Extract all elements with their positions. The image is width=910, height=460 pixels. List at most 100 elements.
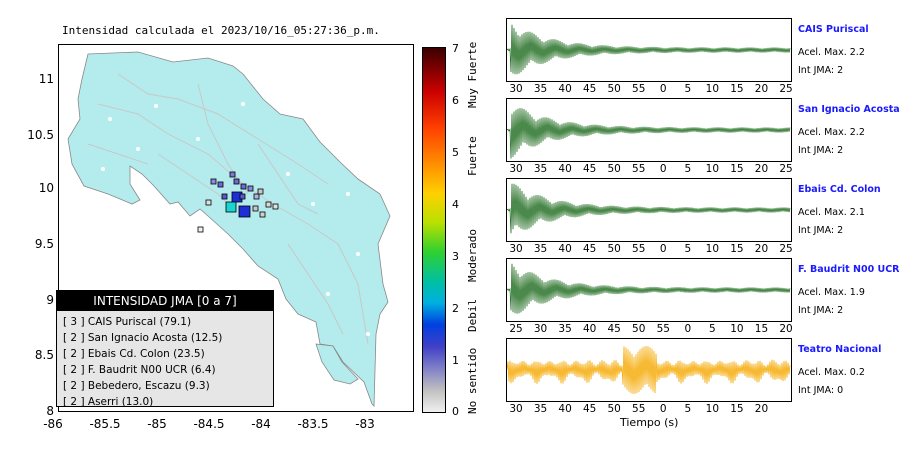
waveform-tick: 35 [533,243,548,255]
waveform-tick: 0 [684,323,692,335]
station-marker [259,211,266,218]
osa-peninsula [315,343,359,385]
waveform-tick: 50 [607,403,621,415]
waveform-tick: 15 [730,163,744,175]
waveform-tick: 55 [632,163,646,175]
waveform-tick: 45 [582,83,597,95]
y-tick: 9.5 [34,237,54,251]
legend-row: [ 2 ] Ebais Cd. Colon (23.5) [63,348,205,360]
colorbar-word: No sentido [466,347,479,414]
station-marker [247,185,254,192]
colorbar-tick: 4 [452,198,459,211]
station-marker [205,199,212,206]
waveform-tick: 20 [754,243,769,255]
waveform-tick: 5 [709,323,716,335]
station-marker [229,171,236,178]
town-markers [101,102,370,336]
waveform-tick: 15 [730,403,744,415]
waveform-tick: 20 [754,163,769,175]
colorbar-word: Fuerte [466,136,479,176]
waveform-frame [506,98,792,162]
y-tick: 8.5 [34,348,54,362]
waveform-tick: 10 [705,83,720,95]
waveform-tick: 35 [533,163,548,175]
waveform-trace [506,263,791,314]
legend-row: [ 2 ] San Ignacio Acosta (12.5) [63,332,223,344]
waveform-tick: 25 [779,243,793,255]
x-axis-label: Tiempo (s) [620,416,679,429]
station-marker [272,203,279,210]
waveform-tick: 30 [509,243,523,255]
station-marker [252,205,259,212]
station-marker [197,226,204,233]
y-tick: 9 [46,293,54,307]
waveform-tick: 15 [730,83,744,95]
waveform-tick: 40 [558,243,572,255]
waveform-tick: 45 [582,243,597,255]
colorbar-tick: 1 [452,354,459,367]
y-tick: 8 [46,404,54,418]
costa-rica-landmass [67,51,391,407]
waveform-frame [506,258,792,322]
station-accel: Acel. Max. 2.2 [798,127,865,138]
waveform-frame [506,338,792,402]
waveform-tick: 15 [754,323,769,335]
waveform-tick: 50 [607,83,621,95]
waveform-tick: 40 [558,163,572,175]
waveform-trace [506,345,791,394]
station-name: Teatro Nacional [798,344,882,355]
waveform-tick: 45 [582,403,597,415]
waveform-tick: 55 [656,323,670,335]
waveform-tick: 30 [533,323,548,335]
colorbar-tick: 0 [452,405,459,418]
legend-row: [ 2 ] Aserri (13.0) [63,396,154,408]
station-marker [210,178,217,185]
waveform-tick: 25 [779,163,793,175]
station-jma: Int JMA: 0 [798,385,844,396]
station-marker [238,205,251,218]
waveform-tick: 5 [684,83,692,95]
waveform-tick: 10 [705,403,720,415]
waveform-tick: 30 [509,163,523,175]
waveform-tick: 40 [582,323,597,335]
waveform-tick: 5 [684,403,692,415]
x-tick: -83.5 [297,417,329,431]
waveform-tick: 35 [533,83,548,95]
waveform-trace [506,108,791,159]
x-tick: -84.5 [193,417,225,431]
station-marker [217,181,224,188]
colorbar-word: Moderado [466,229,479,282]
waveform-tick: 20 [754,83,769,95]
station-jma: Int JMA: 2 [798,225,844,236]
colorbar-tick: 7 [452,42,459,55]
x-tick: -85.5 [89,417,121,431]
y-tick: 10 [38,181,54,195]
colorbar-tick: 3 [452,250,459,263]
station-name: CAIS Puriscal [798,24,869,35]
waveform-tick: 5 [684,163,692,175]
waveform-frame [506,18,792,82]
station-accel: Acel. Max. 1.9 [798,287,865,298]
waveform-tick: 10 [730,323,744,335]
waveform-tick: 0 [659,83,667,95]
station-jma: Int JMA: 2 [798,305,844,316]
x-tick: -84 [251,417,271,431]
waveform-tick: 0 [659,163,667,175]
waveform-tick: 30 [509,403,523,415]
waveform-tick: 20 [779,323,793,335]
station-marker [221,193,228,200]
waveform-tick: 10 [705,163,720,175]
map-title: Intensidad calculada el 2023/10/16_05:27… [62,24,380,37]
waveform-frame [506,178,792,242]
station-marker [239,193,246,200]
station-marker [257,188,264,195]
intensity-colorbar [422,47,446,413]
colorbar-word: Muy Fuerte [466,41,479,108]
colorbar-tick: 2 [452,302,459,315]
waveform-tick: 45 [582,163,597,175]
waveform-tick: 40 [558,83,572,95]
colorbar-word: Debil [466,298,479,332]
x-tick: -85 [147,417,167,431]
station-jma: Int JMA: 2 [798,145,844,156]
station-intensity-markers [197,171,279,233]
